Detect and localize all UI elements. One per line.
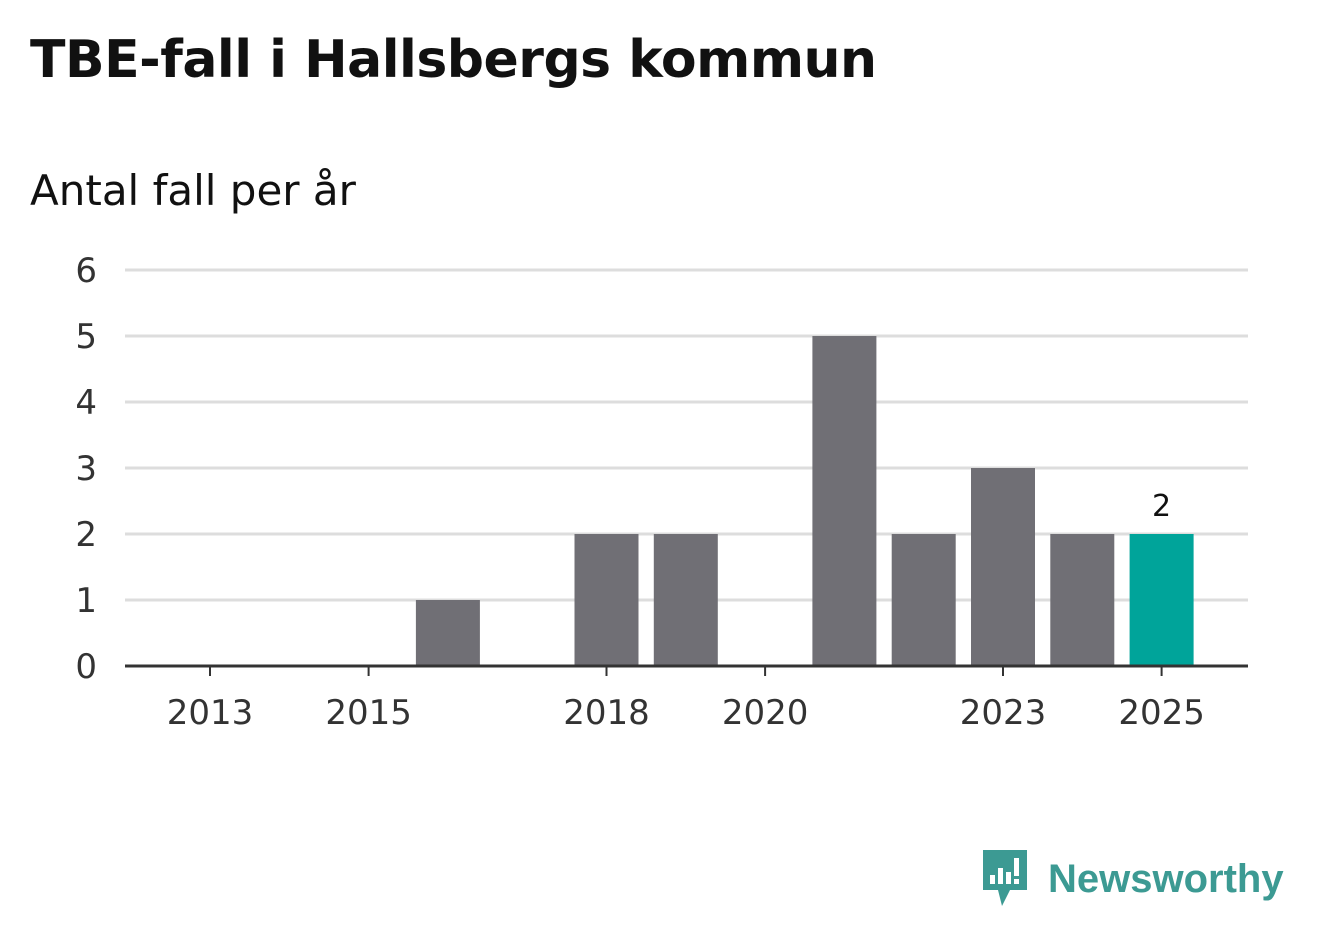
bar-2024 <box>1050 534 1115 666</box>
y-tick-label: 5 <box>75 317 97 357</box>
bar-2022 <box>891 534 956 666</box>
y-tick-label: 0 <box>75 647 97 687</box>
y-tick-label: 4 <box>75 383 97 423</box>
data-labels: 2 <box>1152 489 1171 524</box>
x-tick-label: 2020 <box>722 693 809 733</box>
chart-title: TBE-fall i Hallsbergs kommun <box>30 30 877 90</box>
chart-subtitle: Antal fall per år <box>30 166 356 215</box>
x-axis-ticks: 2013 2015 2018 2020 2023 2025 <box>167 666 1205 733</box>
brand-name: Newsworthy <box>1048 857 1284 901</box>
x-tick-label: 2023 <box>960 693 1047 733</box>
bar-2019 <box>653 534 718 666</box>
bar-2016 <box>415 600 480 666</box>
x-tick-label: 2025 <box>1118 693 1205 733</box>
bars <box>415 336 1194 666</box>
brand-logo: Newsworthy <box>980 848 1284 910</box>
y-tick-label: 6 <box>75 251 97 291</box>
bar-2018 <box>574 534 639 666</box>
bar-2025 <box>1129 534 1194 666</box>
bar-2023 <box>971 468 1035 666</box>
y-tick-label: 1 <box>75 581 97 621</box>
x-tick-label: 2015 <box>325 693 412 733</box>
y-axis-ticks: 0 1 2 3 4 5 6 <box>75 251 97 687</box>
x-tick-label: 2013 <box>167 693 254 733</box>
bar-2021 <box>812 336 877 666</box>
x-tick-label: 2018 <box>563 693 650 733</box>
y-tick-label: 2 <box>75 515 97 555</box>
y-tick-label: 3 <box>75 449 97 489</box>
newsworthy-logo-icon <box>983 850 1027 906</box>
data-label: 2 <box>1152 489 1171 524</box>
